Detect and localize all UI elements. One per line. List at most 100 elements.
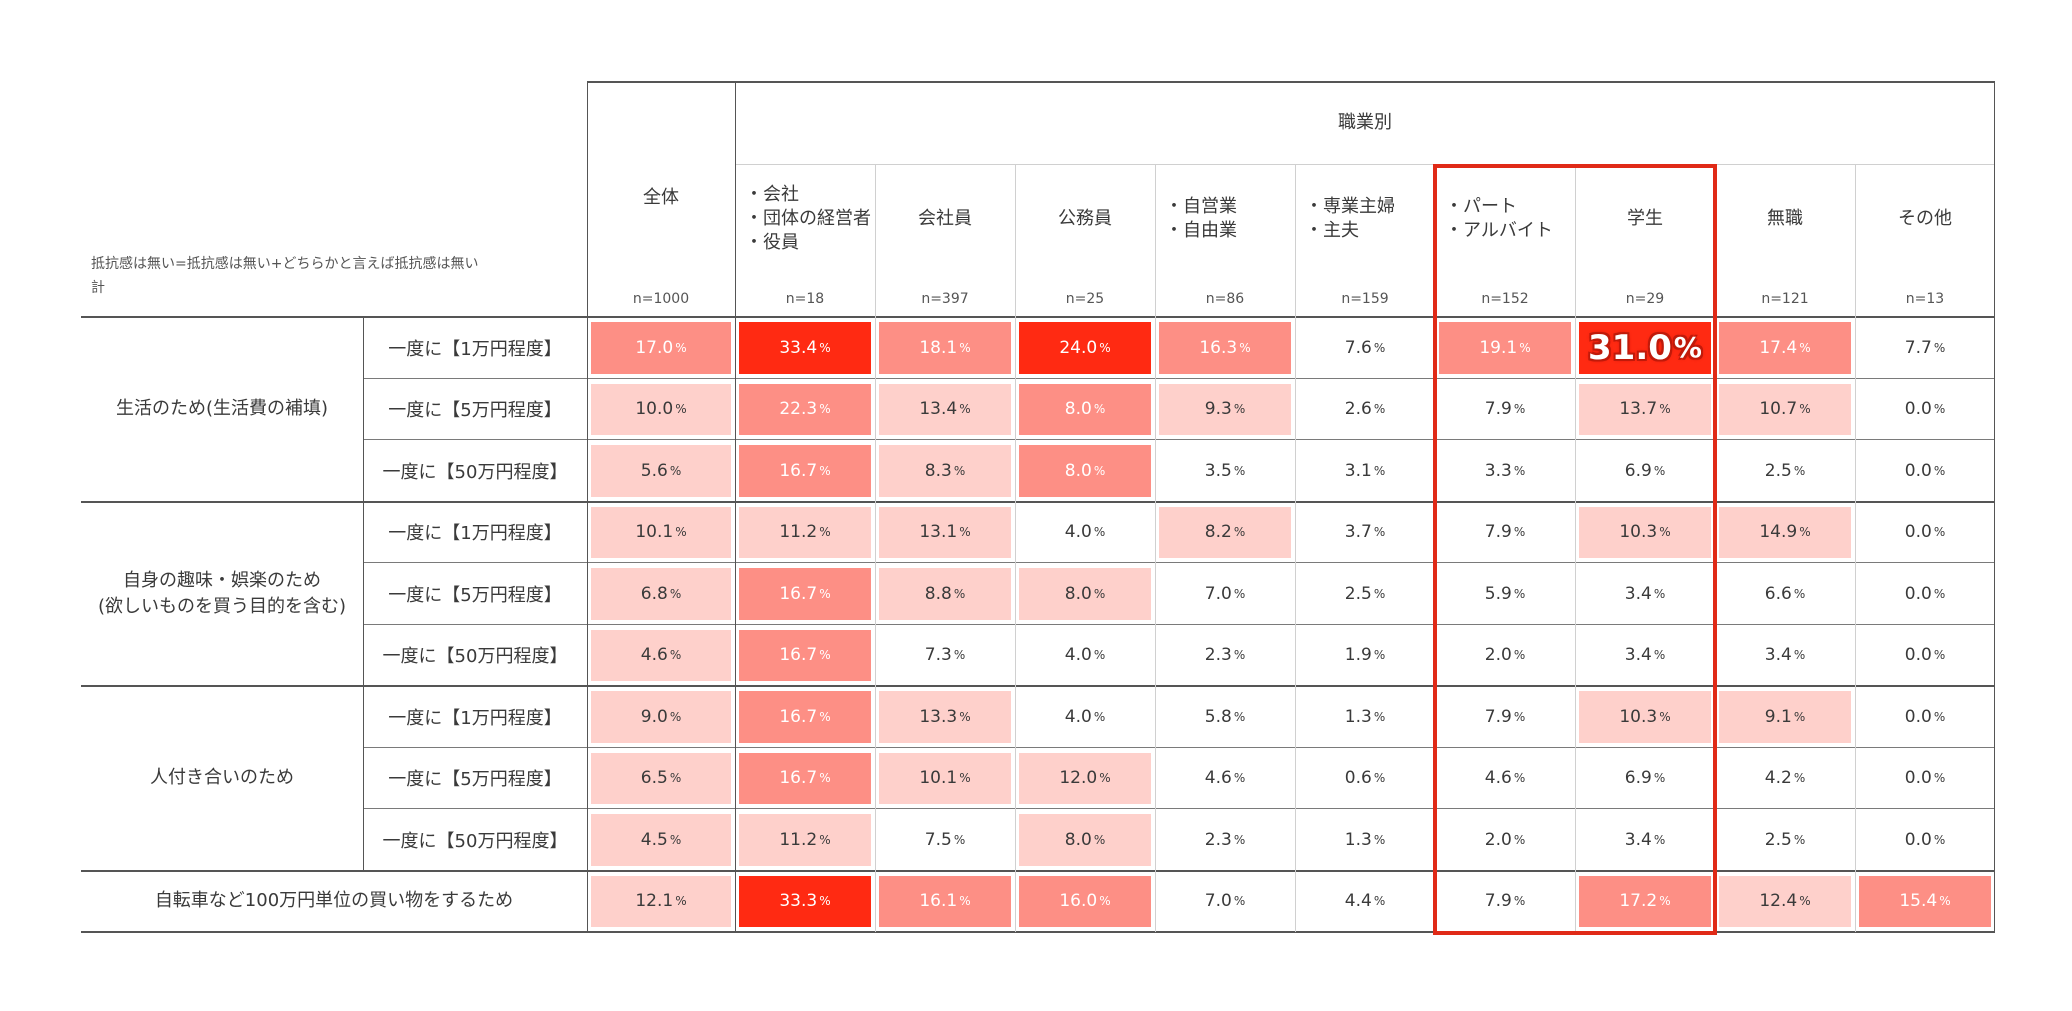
data-cell-value: 16.1 xyxy=(919,891,958,912)
data-cell: 2.0% xyxy=(1439,814,1571,866)
data-cell: 3.4% xyxy=(1719,629,1851,681)
percent-sign: % xyxy=(1513,648,1526,663)
data-cell-value: 2.6 xyxy=(1344,399,1372,420)
percent-sign: % xyxy=(1373,709,1386,724)
percent-sign: % xyxy=(1513,709,1526,724)
data-cell: 11.2% xyxy=(739,814,871,866)
data-cell: 3.5% xyxy=(1159,445,1291,497)
percent-sign: % xyxy=(819,709,831,724)
data-cell: 17.2% xyxy=(1579,875,1711,927)
data-cell: 3.4% xyxy=(1579,568,1711,620)
data-cell-value: 7.9 xyxy=(1484,706,1512,727)
percent-sign: % xyxy=(1659,709,1671,724)
highlight-box xyxy=(1433,164,1717,935)
data-cell: 8.0% xyxy=(1019,814,1151,866)
data-cell-value: 31.0 xyxy=(1588,327,1672,368)
data-cell-value: 4.6 xyxy=(640,645,668,666)
percent-sign: % xyxy=(1653,771,1666,786)
data-cell-value: 5.8 xyxy=(1204,706,1232,727)
column-header-8: 無職 xyxy=(1767,208,1803,229)
percent-sign: % xyxy=(959,771,971,786)
data-cell: 24.0% xyxy=(1019,322,1151,374)
percent-sign: % xyxy=(1233,894,1246,909)
column-header-2: 会社員 xyxy=(918,208,972,229)
data-cell-value: 8.0 xyxy=(1064,460,1092,481)
percent-sign: % xyxy=(1659,525,1671,540)
data-cell-value: 0.0 xyxy=(1904,645,1932,666)
data-cell: 13.3% xyxy=(879,691,1011,743)
data-cell-value: 7.7 xyxy=(1904,337,1932,358)
percent-sign: % xyxy=(669,648,682,663)
data-cell-value: 9.0 xyxy=(640,706,668,727)
data-cell: 4.6% xyxy=(1439,752,1571,804)
data-cell: 16.7% xyxy=(739,629,871,681)
data-cell: 2.3% xyxy=(1159,814,1291,866)
percent-sign: % xyxy=(1233,832,1246,847)
percent-sign: % xyxy=(1933,402,1946,417)
percent-sign: % xyxy=(1933,463,1946,478)
data-cell-value: 0.0 xyxy=(1904,460,1932,481)
data-cell: 3.1% xyxy=(1299,445,1431,497)
percent-sign: % xyxy=(1373,648,1386,663)
data-cell: 0.0% xyxy=(1859,629,1991,681)
data-cell: 16.7% xyxy=(739,691,871,743)
data-cell: 12.1% xyxy=(591,875,731,927)
data-cell-value: 3.4 xyxy=(1764,645,1792,666)
column-divider xyxy=(1855,164,1856,932)
data-cell-value: 12.4 xyxy=(1759,891,1798,912)
percent-sign: % xyxy=(1793,586,1806,601)
data-cell: 0.0% xyxy=(1859,506,1991,558)
data-cell: 0.0% xyxy=(1859,691,1991,743)
percent-sign: % xyxy=(1373,894,1386,909)
data-cell-value: 17.4 xyxy=(1759,337,1798,358)
data-cell-value: 24.0 xyxy=(1059,337,1098,358)
data-cell-value: 10.3 xyxy=(1619,706,1658,727)
data-cell-value: 2.3 xyxy=(1204,829,1232,850)
data-cell-value: 10.0 xyxy=(635,399,674,420)
percent-sign: % xyxy=(819,463,831,478)
data-cell: 8.0% xyxy=(1019,568,1151,620)
data-cell: 18.1% xyxy=(879,322,1011,374)
data-cell: 4.2% xyxy=(1719,752,1851,804)
table-top-border xyxy=(587,81,1995,83)
table-note-total: 計 xyxy=(91,280,105,296)
percent-sign: % xyxy=(1653,648,1666,663)
data-cell-value: 8.8 xyxy=(924,583,952,604)
column-n-6: n=152 xyxy=(1481,291,1529,307)
data-cell: 12.4% xyxy=(1719,875,1851,927)
header-bottom-border xyxy=(81,316,1995,318)
percent-sign: % xyxy=(819,402,831,417)
data-cell-value: 6.9 xyxy=(1624,460,1652,481)
data-cell-value: 10.1 xyxy=(635,522,674,543)
row-label: 一度に【1万円程度】 xyxy=(388,707,562,729)
data-cell-value: 4.5 xyxy=(640,829,668,850)
percent-sign: % xyxy=(1233,463,1246,478)
data-cell-value: 4.6 xyxy=(1484,768,1512,789)
percent-sign: % xyxy=(1793,463,1806,478)
column-n-5: n=159 xyxy=(1341,291,1389,307)
data-cell-value: 12.1 xyxy=(635,891,674,912)
occupation-group-header: 職業別 xyxy=(1338,111,1392,133)
data-cell-value: 2.5 xyxy=(1344,583,1372,604)
data-cell-value: 7.3 xyxy=(924,645,952,666)
column-header-3: 公務員 xyxy=(1058,208,1112,229)
row-label: 一度に【5万円程度】 xyxy=(388,584,562,606)
data-cell: 3.4% xyxy=(1579,629,1711,681)
data-cell: 0.0% xyxy=(1859,383,1991,435)
data-cell-value: 9.3 xyxy=(1204,399,1232,420)
data-cell: 2.5% xyxy=(1299,568,1431,620)
data-cell-value: 4.4 xyxy=(1344,891,1372,912)
percent-sign: % xyxy=(675,894,687,909)
data-cell-value: 4.2 xyxy=(1764,768,1792,789)
percent-sign: % xyxy=(819,648,831,663)
data-cell: 1.3% xyxy=(1299,691,1431,743)
row-divider xyxy=(363,623,1995,625)
percent-sign: % xyxy=(1653,586,1666,601)
data-cell: 0.0% xyxy=(1859,814,1991,866)
data-cell: 10.0% xyxy=(591,383,731,435)
data-cell-value: 7.6 xyxy=(1344,337,1372,358)
row-label: 一度に【50万円程度】 xyxy=(382,646,568,668)
data-cell: 15.4% xyxy=(1859,875,1991,927)
percent-sign: % xyxy=(819,771,831,786)
column-header-7: 学生 xyxy=(1627,208,1663,229)
